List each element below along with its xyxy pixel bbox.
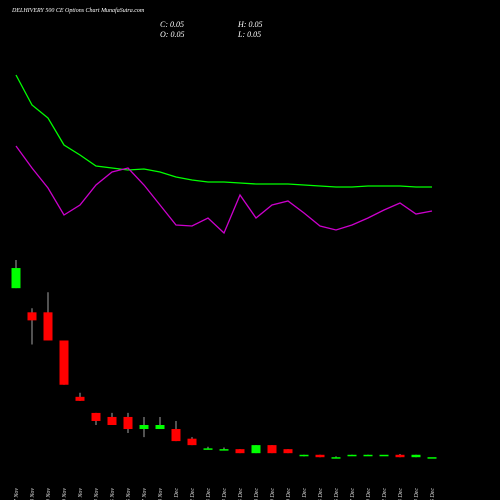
x-tick-label: 09 Dec [270, 488, 276, 500]
x-tick-label: 16 Dec [334, 488, 340, 500]
candle-body [59, 340, 69, 385]
candle-body [347, 454, 357, 457]
low-label: L: 0.05 [237, 30, 261, 39]
x-tick-label: 18 Nov [30, 488, 36, 500]
x-tick-label: 08 Dec [254, 488, 260, 500]
candle-body [187, 438, 197, 446]
candle-body [11, 268, 21, 289]
x-tick-label: 27 Nov [142, 488, 148, 500]
x-tick-label: 17 Nov [14, 488, 20, 500]
x-tick-label: 24 Dec [413, 488, 420, 500]
x-tick-label: 02 Dec [190, 488, 196, 500]
line-series [15, 145, 433, 235]
candle-body [331, 457, 341, 459]
x-tick-label: 15 Dec [318, 488, 324, 500]
x-tick-label: 26 Dec [430, 488, 436, 500]
candle-body [219, 449, 229, 451]
candle-body [91, 412, 101, 421]
candle-body [395, 454, 405, 458]
candle-body [123, 416, 133, 430]
line-series [15, 74, 432, 188]
candle-body [27, 312, 37, 321]
x-tick-label: 11 Dec [302, 488, 308, 500]
x-tick-label: 28 Nov [158, 488, 164, 500]
open-label: O: 0.05 [160, 30, 184, 39]
candle-body [43, 312, 53, 341]
x-tick-label: 26 Nov [126, 488, 132, 500]
candle-body [379, 454, 389, 457]
x-tick-label: 01 Dec [174, 488, 180, 500]
x-tick-label: 25 Nov [110, 488, 116, 500]
candle-body [155, 425, 165, 430]
candle-body [411, 454, 421, 458]
x-tick-label: 20 Nov [62, 488, 68, 500]
x-tick-label: 19 Nov [46, 488, 52, 500]
candle-body [203, 448, 213, 450]
x-tick-label: 17 Dec [350, 488, 356, 500]
x-tick-label: 03 Dec [206, 488, 212, 500]
candle-body [299, 454, 309, 457]
candle-body [427, 457, 437, 459]
x-tick-label: 04 Dec [221, 488, 228, 500]
x-tick-label: 23 Dec [398, 488, 404, 500]
candle-body [363, 454, 373, 457]
close-label: C: 0.05 [160, 20, 184, 29]
candle-body [235, 449, 245, 454]
x-tick-label: 21 Nov [78, 488, 84, 500]
candle-body [267, 445, 277, 454]
high-label: H: 0.05 [237, 20, 262, 29]
candle-body [315, 454, 325, 458]
x-tick-label: 10 Dec [286, 488, 292, 500]
candle-body [139, 425, 149, 430]
x-tick-label: 24 Nov [93, 488, 100, 500]
chart-title: DELHIVERY 500 CE Options Chart MunafaSut… [11, 7, 145, 14]
candle-body [107, 416, 117, 425]
x-tick-label: 05 Dec [238, 488, 244, 500]
x-tick-label: 19 Dec [366, 488, 372, 500]
candle-body [283, 449, 293, 454]
candle-body [75, 396, 85, 401]
candle-body [251, 445, 261, 454]
candle-body [171, 429, 181, 442]
x-tick-label: 22 Dec [382, 488, 388, 500]
